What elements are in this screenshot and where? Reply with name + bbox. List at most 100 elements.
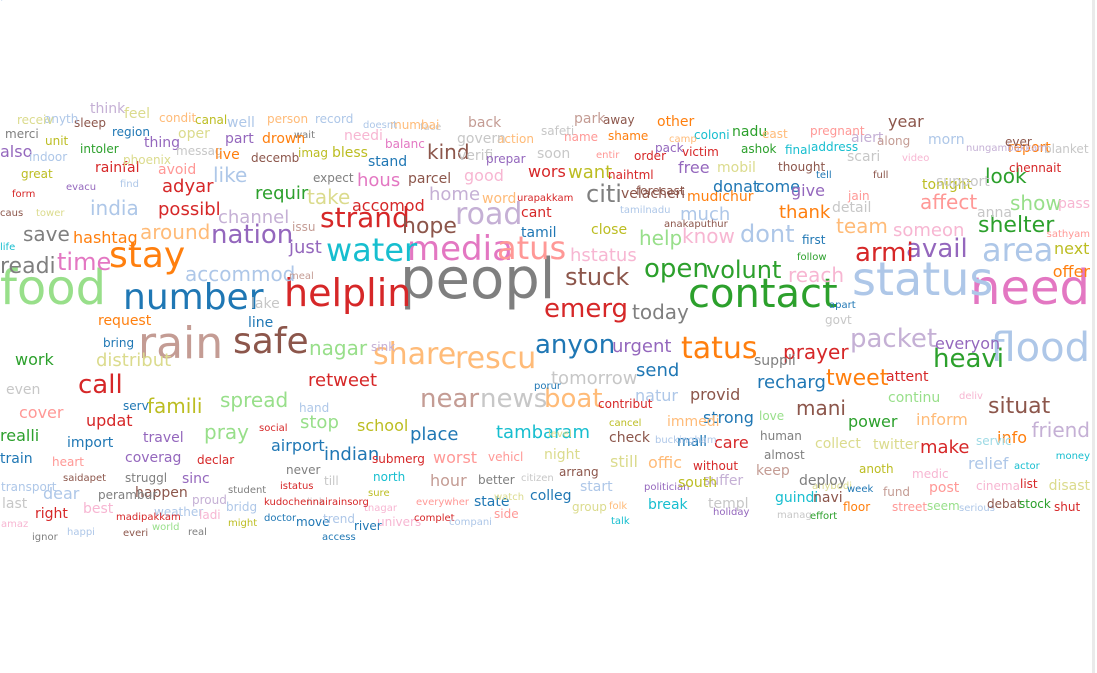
word-nungambakkam: nungambakkam (966, 143, 1047, 154)
word-check: check (609, 430, 650, 446)
word-life: life (0, 242, 16, 253)
word-face: face (420, 122, 442, 133)
word-everyon: everyon (935, 334, 1001, 353)
word-perambur: perambur (98, 488, 158, 502)
word-south: south (678, 475, 718, 491)
word-thank: thank (779, 202, 831, 223)
word-packet: packet (850, 324, 938, 354)
word-along: along (877, 134, 911, 148)
word-immedi: immedi (667, 414, 720, 430)
word-hstatus: hstatus (570, 245, 637, 266)
word-govern: govern (457, 131, 506, 147)
word-move: move (296, 515, 330, 529)
word-order: order (634, 149, 666, 163)
word-anyon: anyon (535, 330, 616, 360)
word-wors: wors (528, 162, 566, 181)
word-messag: messag (176, 144, 223, 158)
word-serious: serious (959, 503, 995, 514)
word-request: request (98, 313, 152, 329)
word-train: train (0, 451, 33, 467)
word-great: great (21, 167, 53, 181)
word-citi: citi (586, 180, 622, 208)
word-cover: cover (19, 403, 64, 422)
word-channel: channel (218, 207, 290, 228)
word-work: work (15, 350, 54, 369)
word-group: group (572, 500, 607, 514)
word-name: name (564, 130, 599, 144)
word-watch: watch (494, 492, 525, 503)
word-send: send (636, 360, 680, 381)
word-lake: lake (251, 296, 280, 312)
word-evacu: evacu (66, 182, 97, 193)
word-final: final (785, 143, 811, 157)
word-hand: hand (299, 401, 330, 415)
word-donat: donat (713, 177, 760, 196)
word-other: other (657, 114, 695, 130)
word-money: money (1055, 451, 1090, 462)
word-week: week (847, 484, 874, 495)
word-tambaram: tambaram (496, 422, 591, 443)
word-also: also (0, 142, 33, 161)
word-shut: shut (1054, 500, 1081, 514)
word-suppli: suppli (754, 353, 796, 369)
word-safeti: safeti (541, 124, 575, 138)
word-travel: travel (143, 430, 184, 446)
word-contribut: contribut (598, 397, 653, 411)
word-hashtag: hashtag (73, 228, 138, 247)
word-transport: transport (1, 480, 57, 494)
word-share: share (373, 337, 457, 372)
word-sathyam: sathyam (1046, 229, 1090, 240)
word-find: find (120, 179, 139, 190)
word-stand: stand (368, 154, 408, 170)
word-import: import (67, 435, 114, 451)
word-navi: navi (813, 490, 843, 506)
word-indian: indian (324, 444, 380, 465)
word-full: full (873, 170, 889, 181)
word-follow: follow (797, 252, 827, 263)
word-thing: thing (144, 135, 181, 151)
word-park: park (574, 111, 606, 127)
word-proud: proud (192, 493, 227, 507)
word-stay: stay (109, 235, 186, 276)
word-record: record (315, 112, 354, 126)
word-helplin: helplin (284, 271, 412, 315)
word-urapakkam: urapakkam (517, 193, 574, 204)
word-atus: atus (497, 229, 567, 267)
word-buckingham: buckingham (655, 435, 717, 446)
word-cinema: cinema (976, 479, 1020, 493)
word-retweet: retweet (308, 370, 378, 391)
word-want: want (568, 162, 613, 183)
word-tomorrow: tomorrow (551, 368, 638, 389)
word-offic: offic (648, 453, 683, 472)
word-year: year (888, 112, 924, 131)
word-save: save (23, 222, 70, 246)
word-side: side (494, 507, 519, 521)
word-madipakkam: madipakkam (116, 512, 181, 523)
word-cant: cant (521, 205, 552, 221)
word-help: help (639, 226, 683, 250)
word-tell: tell (816, 170, 832, 181)
word-best: best (83, 501, 114, 517)
word-region: region (112, 125, 150, 139)
word-video: video (902, 153, 930, 164)
word-porur: porur (534, 381, 562, 392)
word-colleg: colleg (530, 488, 572, 504)
word-human: human (760, 429, 802, 443)
word-open: open (644, 254, 709, 284)
word-deliv: deliv (959, 391, 983, 402)
word-boat: boat (544, 384, 603, 414)
word-shame: shame (608, 129, 649, 143)
word-complet: complet (414, 513, 455, 524)
word-social: social (259, 423, 288, 434)
word-better: better (478, 473, 515, 487)
word-never: never (286, 463, 321, 477)
word-provid: provid (690, 385, 741, 404)
word-report: report (1008, 140, 1051, 156)
word-worst: worst (433, 448, 478, 467)
word-balanc: balanc (385, 137, 425, 151)
word-ever: ever (1005, 135, 1032, 149)
word-adyar: adyar (162, 176, 214, 197)
word-strong: strong (703, 408, 754, 427)
word-rainfal: rainfal (95, 160, 140, 176)
word-place: place (410, 424, 459, 445)
